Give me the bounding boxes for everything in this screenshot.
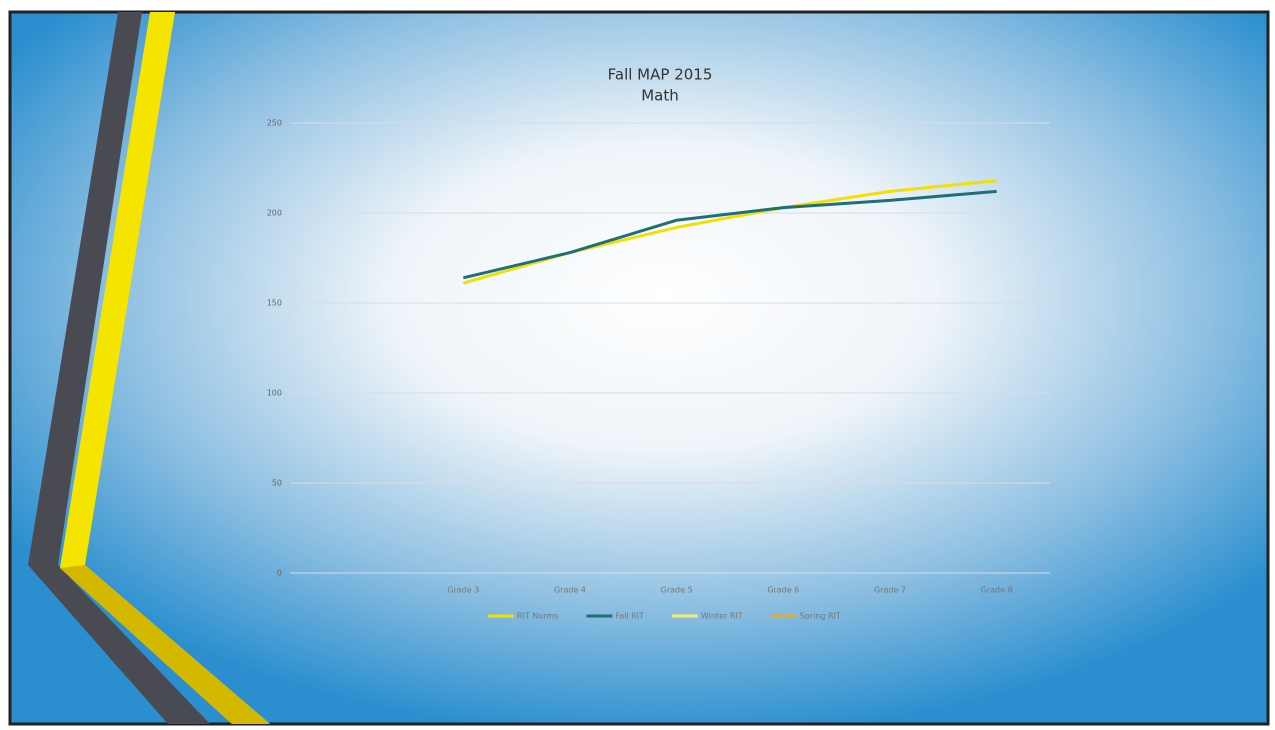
x-tick-label: Grade 8 xyxy=(981,586,1013,595)
y-tick-label: 200 xyxy=(267,209,282,218)
y-tick-label: 100 xyxy=(267,389,282,398)
decor-stripe-shadow xyxy=(60,565,270,724)
decor-stripe-dark xyxy=(28,12,210,724)
chart-title: Fall MAP 2015 xyxy=(608,66,713,84)
legend-label: Fall RIT xyxy=(615,612,644,621)
chart-subtitle: Math xyxy=(641,87,679,105)
legend-label: Winter RIT xyxy=(701,612,743,621)
x-tick-label: Grade 6 xyxy=(767,586,799,595)
y-tick-label: 0 xyxy=(277,569,282,578)
x-tick-label: Grade 5 xyxy=(661,586,693,595)
x-tick-label: Grade 7 xyxy=(874,586,906,595)
slide-background xyxy=(8,10,1270,726)
legend-label: Spring RIT xyxy=(800,612,841,621)
legend-label: RIT Norms xyxy=(517,612,558,621)
y-tick-label: 250 xyxy=(267,119,282,128)
decor-stripe-yellow xyxy=(60,12,270,724)
y-tick-label: 150 xyxy=(267,299,282,308)
x-tick-label: Grade 4 xyxy=(554,586,586,595)
y-tick-label: 50 xyxy=(272,479,282,488)
x-tick-label: Grade 3 xyxy=(447,586,479,595)
series-line xyxy=(462,189,997,280)
plot-area: 0 50 100 150 200 250 Grade 3 Grade 4 Grade 5 Grad… xyxy=(267,119,1050,621)
